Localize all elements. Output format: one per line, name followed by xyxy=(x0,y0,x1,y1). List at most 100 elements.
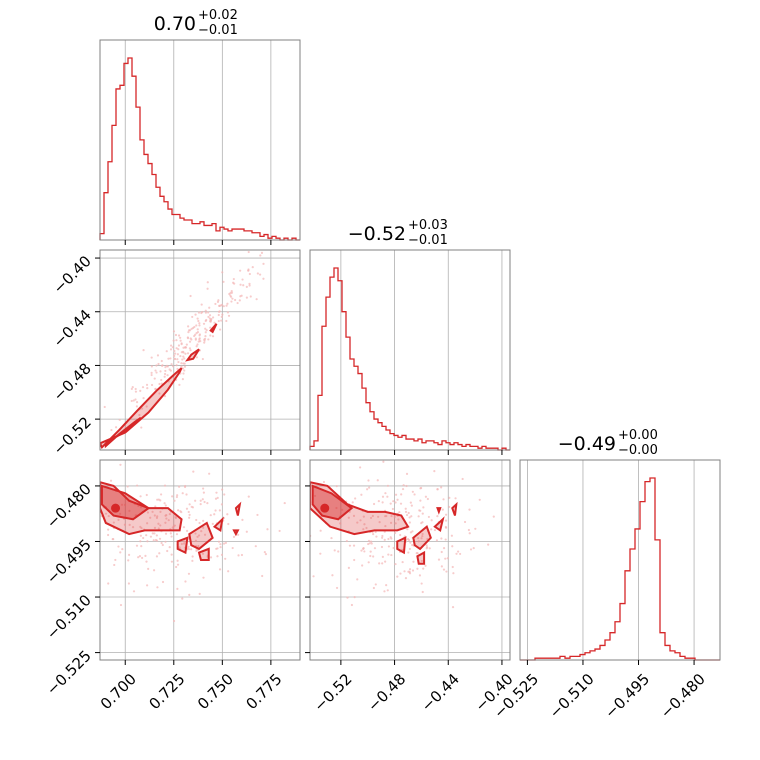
scatter-point xyxy=(121,548,124,551)
scatter-point xyxy=(411,543,414,547)
scatter-point xyxy=(164,366,167,369)
grid-lines xyxy=(124,40,272,240)
scatter-point xyxy=(181,350,185,353)
scatter-point xyxy=(399,502,403,505)
scatter-point xyxy=(178,383,181,386)
scatter-point xyxy=(183,369,186,372)
y-tick-label: −0.40 xyxy=(50,252,95,297)
hist-panel-3 xyxy=(519,459,721,661)
scatter-point xyxy=(392,546,395,550)
scatter-point xyxy=(247,268,250,271)
scatter-point xyxy=(146,584,149,587)
scatter-point xyxy=(170,535,173,538)
scatter-point xyxy=(182,355,185,358)
contour-inner-line xyxy=(100,484,151,521)
scatter-point xyxy=(241,518,244,521)
scatter-point xyxy=(220,553,224,556)
scatter-point xyxy=(149,535,153,538)
scatter-point xyxy=(227,522,230,526)
scatter-point xyxy=(239,283,242,286)
scatter-point xyxy=(186,352,190,355)
scatter-point xyxy=(209,334,212,337)
scatter-point xyxy=(229,291,232,295)
scatter-point xyxy=(248,282,251,285)
scatter-point xyxy=(420,559,424,563)
scatter-point xyxy=(214,497,218,500)
scatter-point xyxy=(345,539,348,543)
scatter-point xyxy=(472,547,475,550)
contour-core xyxy=(320,503,330,513)
scatter-point xyxy=(487,543,490,546)
scatter-point xyxy=(218,310,221,313)
scatter-point xyxy=(208,472,211,475)
scatter-point xyxy=(251,266,254,269)
scatter-point xyxy=(195,324,198,327)
scatter-point xyxy=(423,447,425,449)
scatter-point xyxy=(132,590,136,593)
scatter-point xyxy=(440,486,443,489)
scatter-point xyxy=(164,540,167,543)
scatter-point xyxy=(137,556,140,559)
scatter-point xyxy=(424,564,427,567)
scatter-point xyxy=(191,315,194,319)
scatter-point xyxy=(112,521,115,524)
scatter-point xyxy=(407,511,410,515)
scatter-point xyxy=(224,541,228,545)
scatter-point xyxy=(218,328,222,331)
scatter-point xyxy=(175,533,179,536)
scatter-point xyxy=(256,513,259,517)
scatter-point xyxy=(193,334,196,338)
scatter-point xyxy=(374,530,377,534)
scatter-point xyxy=(363,523,366,526)
scatter-point xyxy=(117,518,120,521)
scatter-point xyxy=(176,367,179,371)
scatter-point xyxy=(247,495,250,498)
scatter-point xyxy=(180,343,183,346)
scatter-point xyxy=(369,550,372,553)
scatter-point xyxy=(208,317,211,320)
x-tick-label: −0.52 xyxy=(310,670,355,715)
scatter-point xyxy=(219,546,222,549)
scatter-point xyxy=(263,551,266,554)
scatter-point xyxy=(189,294,192,298)
scatter-point xyxy=(237,533,240,536)
scatter-point xyxy=(341,508,344,511)
scatter-point xyxy=(196,317,199,320)
scatter-point xyxy=(185,529,189,533)
scatter-point xyxy=(227,314,231,317)
scatter-point xyxy=(309,204,311,206)
scatter-point xyxy=(171,495,174,498)
scatter-point xyxy=(187,331,190,334)
panel-1-0 xyxy=(99,249,301,451)
contour-line xyxy=(100,481,183,536)
scatter-point xyxy=(196,535,199,538)
scatter-point xyxy=(365,526,368,530)
scatter-point xyxy=(361,564,364,567)
scatter-point xyxy=(177,334,181,337)
scatter-point xyxy=(435,539,439,542)
scatter-point xyxy=(146,511,150,514)
scatter-point xyxy=(159,524,162,527)
scatter-point xyxy=(382,460,385,463)
scatter-point xyxy=(397,518,400,521)
scatter-point xyxy=(322,480,326,484)
scatter-point xyxy=(333,191,335,193)
scatter-point xyxy=(442,498,445,501)
scatter-point xyxy=(139,540,142,543)
scatter-point xyxy=(408,570,411,573)
x-tick-label: −0.44 xyxy=(418,670,463,715)
scatter-point xyxy=(417,537,420,540)
scatter-point xyxy=(191,559,194,562)
scatter-point xyxy=(335,586,339,590)
scatter-point xyxy=(128,523,131,526)
scatter-point xyxy=(450,534,453,537)
title-value: −0.52 xyxy=(348,223,406,245)
scatter-point xyxy=(240,553,244,557)
scatter-point xyxy=(396,575,399,578)
scatter-point xyxy=(182,372,185,375)
scatter-point xyxy=(405,513,409,517)
scatter-point xyxy=(127,553,131,557)
scatter-point xyxy=(359,466,362,469)
scatter-point xyxy=(145,405,148,408)
scatter-point xyxy=(406,528,409,531)
